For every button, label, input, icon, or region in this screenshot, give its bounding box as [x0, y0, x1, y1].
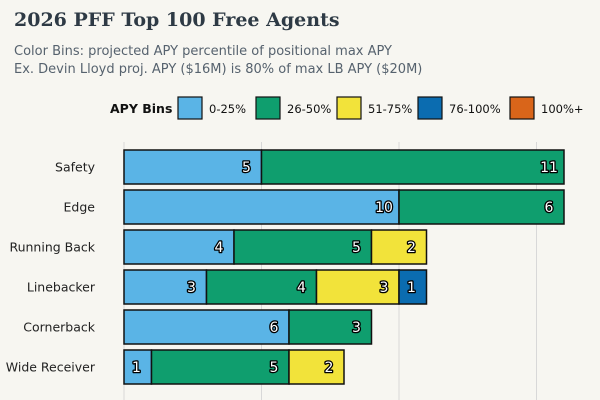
- bar-segment-edge-26-50: [398, 189, 565, 225]
- category-label: Cornerback: [23, 320, 96, 335]
- category-label: Safety: [55, 160, 96, 175]
- bar-value-label: 3: [187, 280, 196, 296]
- bar-value-label: 1: [407, 280, 416, 296]
- bar-value-label: 3: [380, 280, 389, 296]
- bar-segment-wide-receiver-26-50: [150, 349, 290, 385]
- legend-label-76-100: 76-100%: [449, 102, 501, 116]
- legend-label-0-25: 0-25%: [209, 102, 246, 116]
- bar-value-label: 4: [297, 280, 306, 296]
- bar-value-label: 2: [325, 360, 334, 376]
- chart-subtitle-line-2: Ex. Devin Lloyd proj. APY ($16M) is 80% …: [14, 62, 423, 77]
- category-label: Linebacker: [27, 280, 96, 295]
- bar-segment-cornerback-0-25: [123, 309, 290, 345]
- bar-value-label: 5: [270, 360, 279, 376]
- bar-segment-cornerback-26-50: [288, 309, 373, 345]
- legend-swatch-0-25: [177, 96, 203, 120]
- category-label: Running Back: [9, 240, 95, 255]
- bar-value-label: 3: [352, 320, 361, 336]
- bar-value-label: 5: [242, 160, 251, 176]
- bar-segment-running-back-26-50: [233, 229, 373, 265]
- bar-value-label: 1: [132, 360, 141, 376]
- legend-swatch-26-50: [255, 96, 281, 120]
- bar-segment-safety-26-50: [260, 149, 565, 185]
- chart-title: 2026 PFF Top 100 Free Agents: [14, 9, 340, 31]
- legend: APY Bins 0-25% 26-50% 51-75% 76-100% 100%+: [110, 96, 584, 120]
- category-label: Wide Receiver: [6, 360, 96, 375]
- bar-segment-wide-receiver-0-25: [123, 349, 153, 385]
- bar-segment-safety-0-25: [123, 149, 263, 185]
- legend-swatch-51-75: [336, 96, 362, 120]
- legend-swatch-100: [509, 96, 535, 120]
- legend-label-51-75: 51-75%: [368, 102, 412, 116]
- bar-value-label: 6: [545, 200, 554, 216]
- legend-label-26-50: 26-50%: [287, 102, 331, 116]
- bar-value-label: 4: [215, 240, 224, 256]
- bar-segment-linebacker-51-75: [315, 269, 400, 305]
- bar-value-label: 2: [407, 240, 416, 256]
- chart-subtitle-line-1: Color Bins: projected APY percentile of …: [14, 44, 393, 59]
- bar-value-label: 10: [375, 200, 393, 216]
- bar-value-label: 6: [270, 320, 279, 336]
- bar-segment-edge-0-25: [123, 189, 400, 225]
- bar-segment-linebacker-26-50: [205, 269, 318, 305]
- bar-segment-wide-receiver-51-75: [288, 349, 345, 385]
- legend-swatch-76-100: [417, 96, 443, 120]
- bar-value-label: 5: [352, 240, 361, 256]
- bar-value-label: 11: [540, 160, 558, 176]
- bar-segment-running-back-51-75: [370, 229, 428, 265]
- legend-label-100: 100%+: [541, 102, 584, 116]
- legend-title: APY Bins: [110, 101, 172, 116]
- category-label: Edge: [64, 200, 96, 215]
- bar-segment-linebacker-0-25: [123, 269, 208, 305]
- bar-segment-linebacker-76-100: [398, 269, 428, 305]
